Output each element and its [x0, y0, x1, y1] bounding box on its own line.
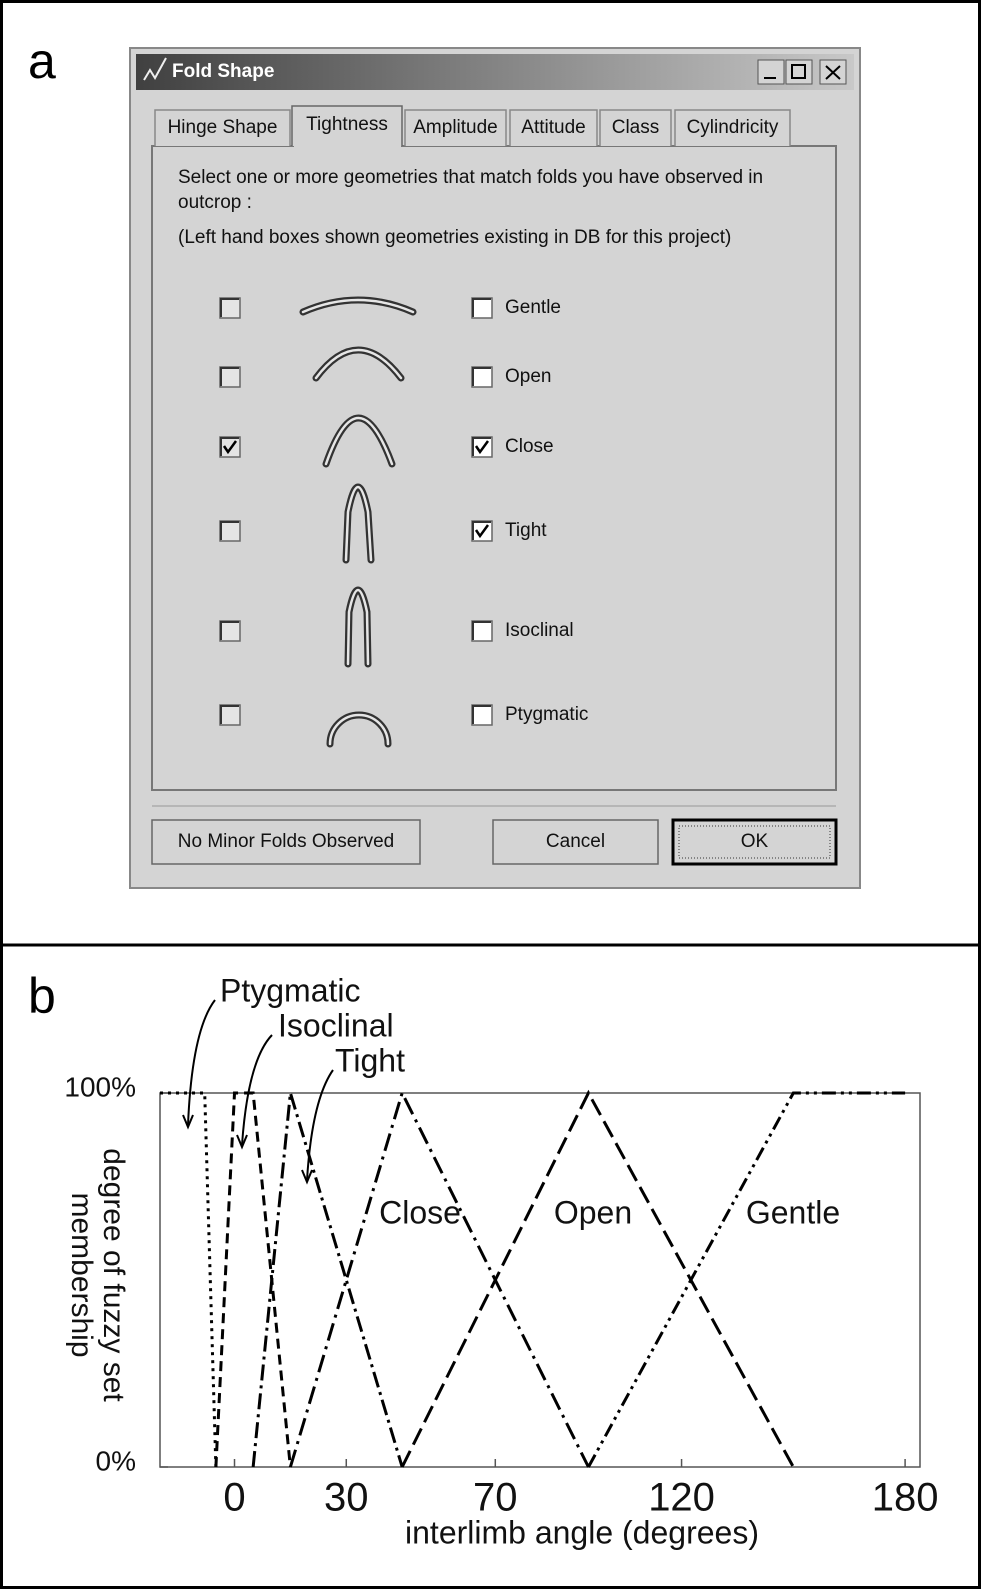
tab[interactable] [509, 109, 598, 146]
y-axis-label: membership [65, 1192, 98, 1357]
option-label[interactable]: Close [505, 436, 554, 457]
x-tick-label: 120 [648, 1476, 715, 1520]
tab[interactable] [291, 105, 403, 146]
tab-label[interactable]: Amplitude [413, 117, 498, 138]
checkbox [219, 620, 241, 642]
fold-icons [299, 296, 417, 748]
x-tick-label: 0 [223, 1476, 245, 1520]
tab[interactable] [674, 109, 791, 146]
series-label: Tight [335, 1042, 405, 1078]
instruction-line: outcrop : [178, 192, 252, 213]
annotation-arrows [182, 999, 334, 1185]
window-controls[interactable] [757, 59, 847, 85]
membership-line [400, 1089, 795, 1468]
tab-label[interactable]: Cylindricity [687, 117, 779, 138]
button[interactable] [671, 818, 838, 866]
checkbox [219, 520, 241, 542]
checkbox[interactable] [471, 366, 493, 388]
app-icon [143, 57, 167, 81]
button-label[interactable]: Cancel [546, 831, 605, 852]
checkbox-bevel [472, 298, 491, 317]
tab-panel [151, 145, 837, 791]
checkbox-bevel [472, 367, 491, 386]
checkbox-bevel [220, 705, 239, 724]
y-axis-label: degree of fuzzy set [97, 1148, 130, 1402]
button-label[interactable]: OK [741, 831, 769, 852]
x-tick-label: 70 [473, 1476, 518, 1520]
checkbox[interactable] [471, 520, 493, 542]
y-tick-label: 100% [64, 1071, 136, 1102]
series-label: Isoclinal [278, 1007, 394, 1043]
button[interactable] [151, 819, 421, 865]
focus-ring [678, 825, 831, 859]
option-label[interactable]: Ptygmatic [505, 704, 588, 725]
checkbox [219, 366, 241, 388]
checkbox [219, 436, 241, 458]
x-axis-label: interlimb angle (degrees) [405, 1514, 759, 1550]
check-mark [474, 524, 490, 539]
x-tick-label: 30 [324, 1476, 369, 1520]
checkbox-bevel [220, 298, 239, 317]
maximize-glyph [791, 64, 806, 79]
option-label[interactable]: Open [505, 366, 551, 387]
close-glyph [825, 65, 841, 80]
checkbox-bevel [472, 521, 491, 540]
checkbox [219, 297, 241, 319]
tab-label[interactable]: Hinge Shape [168, 117, 278, 138]
checkbox-bevel [220, 367, 239, 386]
button[interactable] [492, 819, 659, 865]
tab-label[interactable]: Class [612, 117, 660, 138]
button-label[interactable]: No Minor Folds Observed [178, 831, 394, 852]
instruction: (Left hand boxes shown geometries existi… [178, 227, 731, 248]
tab[interactable] [404, 109, 507, 146]
tab-label[interactable]: Attitude [521, 117, 585, 138]
instruction-line: Select one or more geometries that match… [178, 167, 763, 188]
membership-line [288, 1088, 590, 1468]
series-label: Open [554, 1194, 632, 1230]
plot-area [159, 1092, 921, 1468]
title-bar [136, 54, 854, 90]
maximize-button[interactable] [785, 59, 813, 85]
checkbox[interactable] [471, 436, 493, 458]
series-label: Close [379, 1194, 461, 1230]
tab-label[interactable]: Tightness [306, 114, 388, 135]
option-label[interactable]: Isoclinal [505, 620, 574, 641]
panel-label: b [28, 968, 56, 1024]
membership-line [251, 1092, 404, 1468]
check-mark [222, 440, 238, 455]
checkbox[interactable] [471, 620, 493, 642]
checkbox-bevel [220, 621, 239, 640]
instruction: Select one or more geometries that match… [178, 167, 763, 213]
checkbox[interactable] [471, 704, 493, 726]
panel-label: a [28, 33, 56, 89]
active-tab-join [294, 144, 401, 148]
option-label[interactable]: Gentle [505, 297, 561, 318]
minimize-button[interactable] [757, 59, 785, 85]
checkbox-bevel [472, 705, 491, 724]
tab[interactable] [599, 109, 672, 146]
checkbox-bevel [472, 437, 491, 456]
y-tick-label: 0% [96, 1445, 136, 1476]
series-label: Gentle [746, 1194, 840, 1230]
check-mark [474, 440, 490, 455]
membership-line [587, 1091, 906, 1468]
checkbox-bevel [220, 521, 239, 540]
tab[interactable] [154, 109, 291, 146]
x-tick-label: 180 [872, 1476, 939, 1520]
checkbox-bevel [472, 621, 491, 640]
window-title: Fold Shape [172, 61, 274, 82]
checkbox [219, 704, 241, 726]
option-label[interactable]: Tight [505, 520, 547, 541]
checkbox-bevel [220, 437, 239, 456]
checkbox[interactable] [471, 297, 493, 319]
series-label: Ptygmatic [220, 972, 360, 1008]
